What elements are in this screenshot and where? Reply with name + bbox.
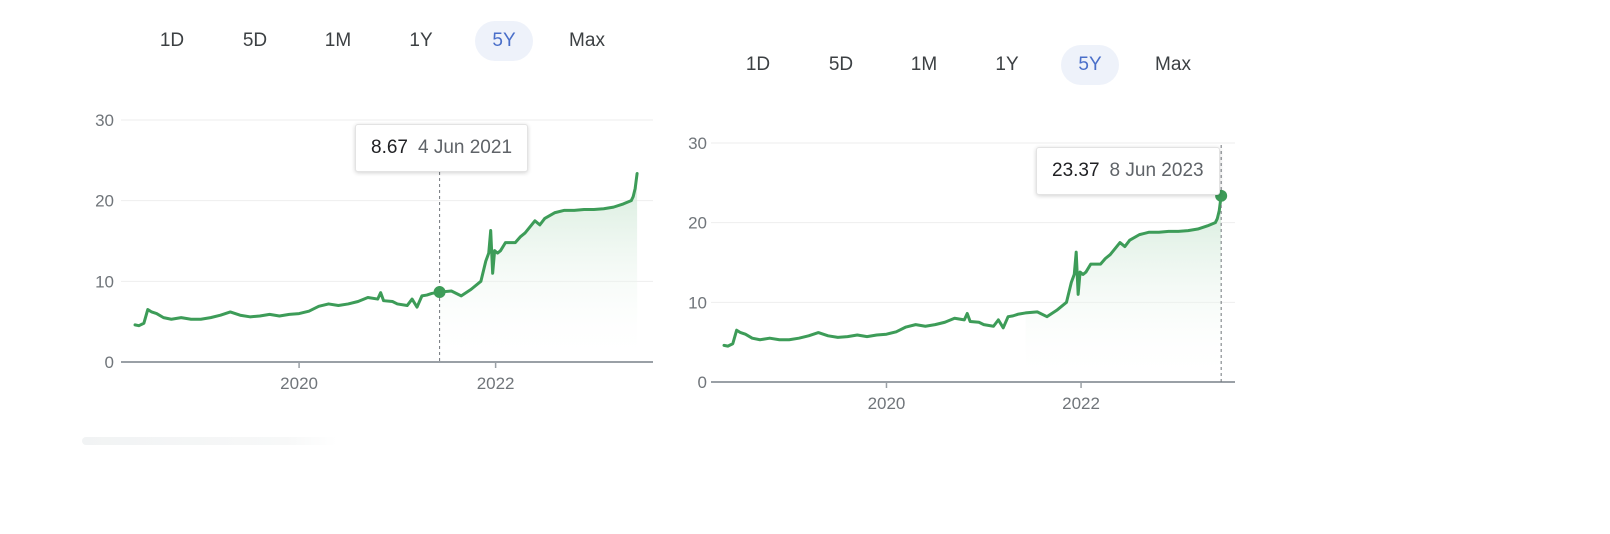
x-tick-label: 2020 bbox=[868, 394, 906, 413]
y-tick-label: 0 bbox=[105, 353, 114, 372]
range-button-max[interactable]: Max bbox=[558, 21, 616, 61]
tooltip-date: 8 Jun 2023 bbox=[1109, 160, 1204, 181]
range-button-max[interactable]: Max bbox=[1144, 45, 1202, 85]
series-line bbox=[133, 171, 639, 328]
range-button-1d[interactable]: 1D bbox=[143, 21, 201, 61]
y-tick-label: 10 bbox=[688, 293, 707, 312]
y-tick-label: 10 bbox=[95, 272, 114, 291]
y-tick-label: 20 bbox=[688, 214, 707, 233]
series-area-fill bbox=[439, 173, 638, 362]
tooltip-value: 8.67 bbox=[371, 137, 408, 158]
range-button-1m[interactable]: 1M bbox=[309, 21, 367, 61]
y-tick-label: 30 bbox=[95, 111, 114, 130]
tooltip-value: 23.37 bbox=[1052, 160, 1100, 181]
range-button-1m[interactable]: 1M bbox=[895, 45, 953, 85]
range-button-5d[interactable]: 5D bbox=[226, 21, 284, 61]
chart-tooltip: 23.37 8 Jun 2023 bbox=[1036, 147, 1220, 195]
x-tick-label: 2020 bbox=[280, 374, 318, 393]
range-button-1y[interactable]: 1Y bbox=[978, 45, 1036, 85]
y-tick-label: 0 bbox=[698, 373, 707, 392]
stock-chart-left: 1D 5D 1M 1Y 5Y Max 0 10 20 30 2020 2022 8.67 … bbox=[0, 0, 700, 534]
chart-plot-right[interactable]: 0 10 20 30 2020 2022 bbox=[688, 0, 1310, 534]
range-selector: 1D 5D 1M 1Y 5Y Max bbox=[143, 21, 641, 61]
range-selector: 1D 5D 1M 1Y 5Y Max bbox=[729, 45, 1227, 85]
range-button-1d[interactable]: 1D bbox=[729, 45, 787, 85]
hover-point bbox=[433, 286, 446, 299]
range-button-5y[interactable]: 5Y bbox=[475, 21, 533, 61]
y-tick-label: 30 bbox=[688, 134, 707, 153]
series-line bbox=[722, 194, 1223, 348]
range-button-5d[interactable]: 5D bbox=[812, 45, 870, 85]
chart-plot-left[interactable]: 0 10 20 30 2020 2022 bbox=[0, 0, 700, 534]
range-button-1y[interactable]: 1Y bbox=[392, 21, 450, 61]
chart-tooltip: 8.67 4 Jun 2021 bbox=[355, 124, 529, 172]
horizontal-scrollbar[interactable] bbox=[82, 437, 337, 445]
stock-chart-right: 1D 5D 1M 1Y 5Y Max 0 10 20 30 2020 2022 23.37… bbox=[688, 0, 1310, 534]
tooltip-date: 4 Jun 2021 bbox=[417, 137, 513, 158]
x-tick-label: 2022 bbox=[1062, 394, 1100, 413]
series-area-fill bbox=[1025, 195, 1222, 382]
x-tick-label: 2022 bbox=[477, 374, 515, 393]
range-button-5y[interactable]: 5Y bbox=[1061, 45, 1119, 85]
y-tick-label: 20 bbox=[95, 192, 114, 211]
